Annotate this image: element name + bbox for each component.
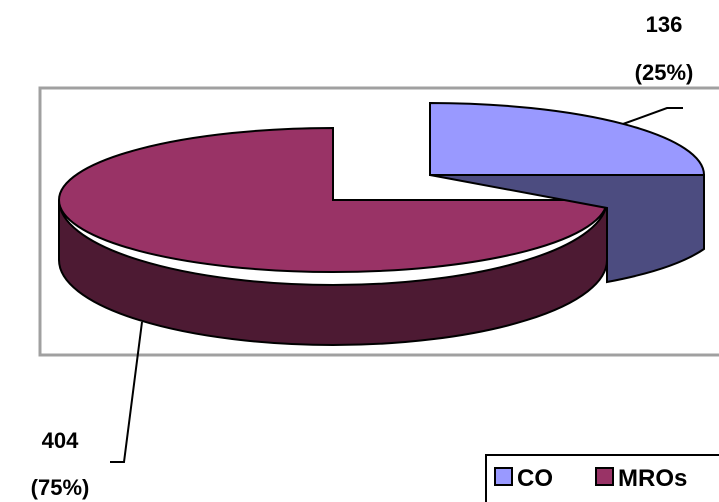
data-label-mros-percent: (75%): [31, 475, 90, 500]
slice-co-side: [429, 174, 705, 284]
data-label-mros-value: 404: [42, 428, 79, 453]
slice-co: [429, 101, 706, 284]
slice-co-top: [429, 101, 706, 176]
legend-swatch-mros: [595, 467, 614, 486]
legend: CO MROs: [485, 454, 719, 502]
leader-line-mros: [110, 321, 143, 463]
data-label-co-value: 136: [646, 12, 683, 37]
legend-swatch-co: [494, 467, 513, 486]
leader-line-co: [622, 107, 683, 125]
data-label-co-percent: (25%): [635, 60, 694, 85]
slice-mros-top: [58, 126, 609, 273]
legend-label-co: CO: [517, 465, 553, 492]
plot-area-border: [38, 86, 719, 357]
legend-label-mros: MROs: [618, 465, 687, 492]
